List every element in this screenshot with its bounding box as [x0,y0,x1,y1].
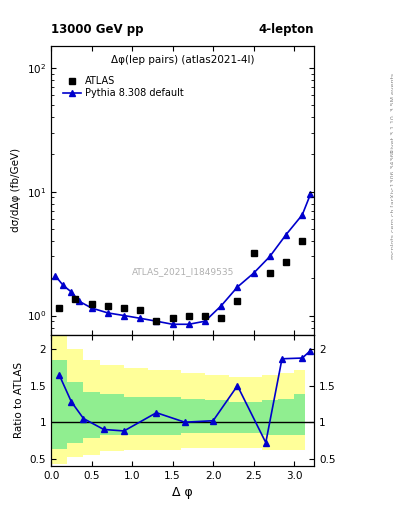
ATLAS [203,312,208,318]
Y-axis label: Ratio to ATLAS: Ratio to ATLAS [14,362,24,438]
Pythia 8.308 default [268,253,272,260]
Pythia 8.308 default [170,321,175,327]
ATLAS [89,301,94,307]
Text: 4-lepton: 4-lepton [259,23,314,36]
ATLAS [73,296,78,303]
ATLAS [219,315,224,322]
Line: ATLAS: ATLAS [56,238,305,324]
Pythia 8.308 default [284,231,288,238]
Text: 13000 GeV pp: 13000 GeV pp [51,23,143,36]
Pythia 8.308 default [77,298,82,305]
Pythia 8.308 default [89,305,94,311]
Pythia 8.308 default [53,272,57,279]
Text: Δφ(lep pairs) (atlas2021-4l): Δφ(lep pairs) (atlas2021-4l) [111,55,255,65]
ATLAS [170,315,175,322]
ATLAS [138,307,143,313]
Pythia 8.308 default [154,318,159,324]
Pythia 8.308 default [203,318,208,324]
Y-axis label: dσ/dΔφ (fb/GeV): dσ/dΔφ (fb/GeV) [11,148,21,232]
X-axis label: Δ φ: Δ φ [173,486,193,499]
Line: Pythia 8.308 default: Pythia 8.308 default [52,191,313,327]
Pythia 8.308 default [300,212,305,218]
ATLAS [284,259,288,265]
Pythia 8.308 default [235,284,240,290]
Pythia 8.308 default [138,315,143,322]
ATLAS [122,305,127,311]
Pythia 8.308 default [251,270,256,276]
Pythia 8.308 default [308,191,313,198]
Text: ATLAS_2021_I1849535: ATLAS_2021_I1849535 [132,267,234,276]
ATLAS [105,303,110,309]
ATLAS [154,318,159,324]
ATLAS [300,238,305,244]
ATLAS [57,305,62,311]
ATLAS [268,270,272,276]
ATLAS [251,250,256,256]
Pythia 8.308 default [69,289,74,295]
Text: mcplots.cern.ch [arXiv:1306.3436]: mcplots.cern.ch [arXiv:1306.3436] [391,151,393,259]
ATLAS [235,298,240,305]
Pythia 8.308 default [219,303,224,309]
ATLAS [186,312,191,318]
Legend: ATLAS, Pythia 8.308 default: ATLAS, Pythia 8.308 default [61,74,185,100]
Pythia 8.308 default [105,310,110,316]
Pythia 8.308 default [122,312,127,318]
Pythia 8.308 default [61,283,66,289]
Text: Rivet 3.1.10, 3.5M events: Rivet 3.1.10, 3.5M events [391,73,393,153]
Pythia 8.308 default [186,321,191,327]
